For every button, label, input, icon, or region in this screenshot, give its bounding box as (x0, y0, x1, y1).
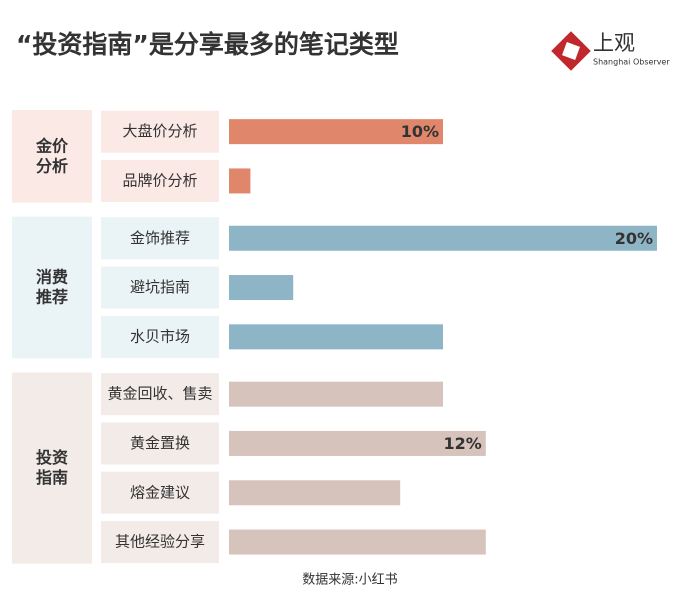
category-box (101, 521, 219, 564)
category-box (101, 266, 219, 309)
logo-name: 上观 (593, 31, 635, 55)
group-label: 金价分析 (35, 136, 69, 175)
category-box (101, 315, 219, 358)
logo-subtitle: Shanghai Observer (593, 58, 670, 67)
group-label: 消费推荐 (36, 267, 68, 306)
group-label: 投资指南 (36, 448, 68, 487)
bar (229, 381, 443, 407)
bar (229, 430, 486, 456)
bar (229, 225, 657, 251)
category-label: 品牌价分析 (122, 171, 197, 189)
category-label: 避坑指南 (130, 278, 190, 296)
category-box (101, 159, 219, 202)
category-label: 黄金回收、售卖 (107, 385, 212, 403)
bar (229, 119, 443, 145)
group-box (12, 372, 92, 564)
category-box (101, 422, 219, 465)
group-box (12, 216, 92, 359)
source: 数据来源:小红书 (302, 572, 397, 588)
category-label: 其他经验分享 (115, 533, 205, 551)
category-label: 水贝市场 (130, 327, 190, 345)
category-box (101, 110, 219, 153)
bar (229, 275, 294, 301)
chart-title: “投资指南”是分享最多的笔记类型 (16, 30, 399, 59)
category-label: 黄金置换 (130, 434, 190, 452)
bar (229, 324, 443, 350)
logo: 上观 Shanghai Observer (551, 31, 670, 71)
group-box (12, 110, 92, 203)
logo-icon-inner (562, 42, 580, 60)
category-label: 大盘价分析 (122, 122, 197, 140)
bar (229, 529, 486, 555)
category-box (101, 471, 219, 514)
data-label: 10% (401, 122, 439, 141)
bar (229, 480, 401, 506)
category-box (101, 373, 219, 416)
data-label: 20% (615, 229, 653, 248)
category-box (101, 217, 219, 260)
bar (229, 168, 251, 194)
category-label: 熔金建议 (130, 483, 190, 501)
category-label: 金饰推荐 (130, 229, 190, 247)
data-label: 12% (444, 434, 482, 453)
